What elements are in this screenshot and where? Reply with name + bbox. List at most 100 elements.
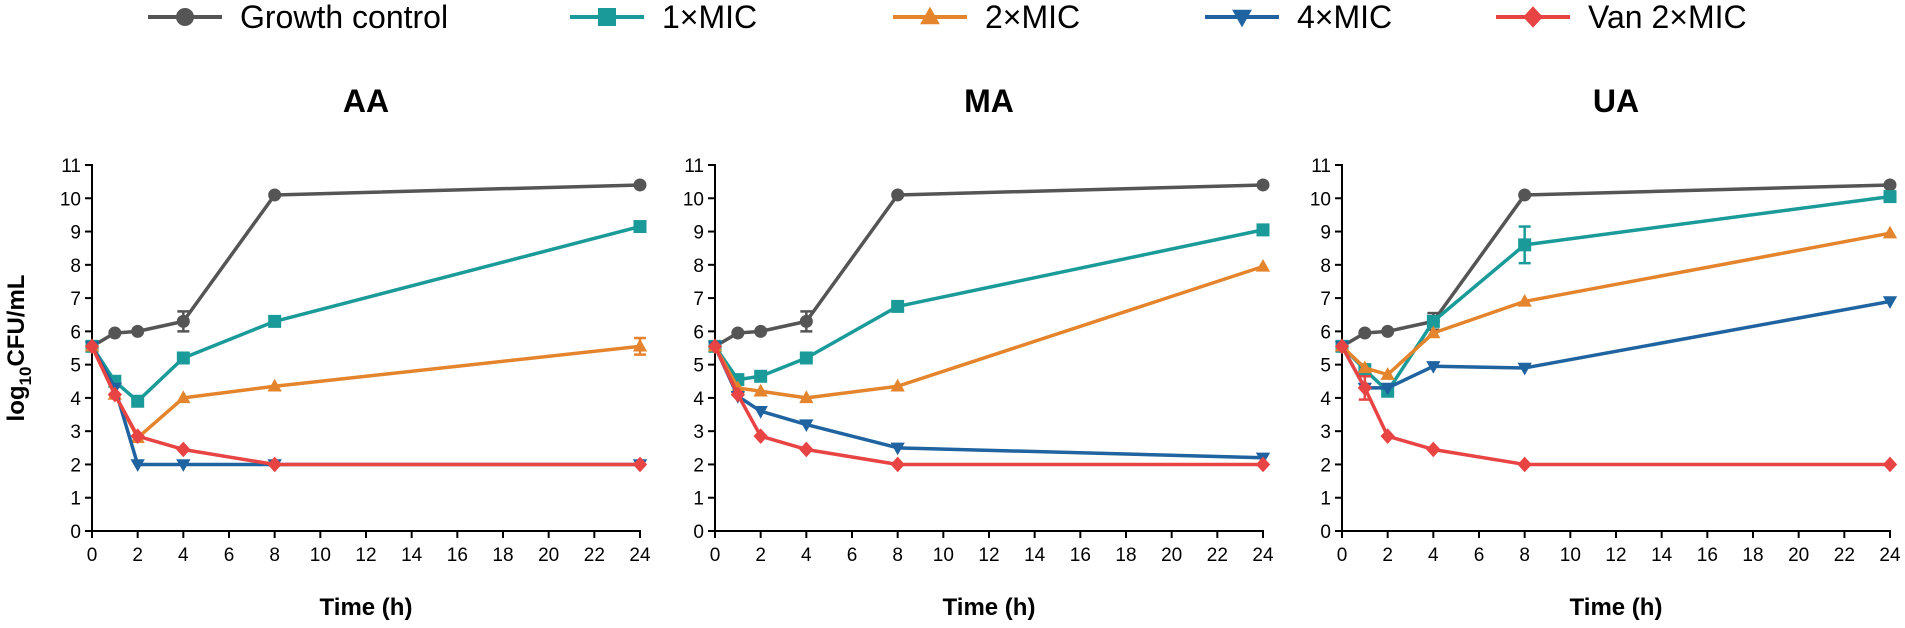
data-point-mic4 xyxy=(1380,382,1395,396)
data-point-van xyxy=(1380,428,1395,444)
x-tick-label: 8 xyxy=(269,545,280,566)
data-point-van xyxy=(176,441,191,458)
x-tick-label: 18 xyxy=(1115,545,1136,566)
y-tick-label: 6 xyxy=(693,322,704,343)
y-tick-label: 7 xyxy=(70,289,81,310)
data-point-mic4 xyxy=(753,406,768,419)
y-tick-label: 7 xyxy=(693,289,704,310)
series-mic1 xyxy=(85,220,647,408)
x-tick-label: 10 xyxy=(310,545,331,566)
x-axis-label: Time (h) xyxy=(320,594,413,621)
x-tick-label: 0 xyxy=(87,545,98,566)
legend-label-mic1: 1×MIC xyxy=(662,0,757,35)
y-tick-label: 8 xyxy=(693,256,704,277)
legend-label-mic4: 4×MIC xyxy=(1297,0,1392,35)
x-tick-label: 16 xyxy=(1070,545,1091,566)
x-tick-label: 20 xyxy=(538,545,559,566)
data-point-growth xyxy=(633,178,647,192)
data-point-van xyxy=(890,456,905,473)
data-point-van xyxy=(1357,380,1372,396)
series-mic2 xyxy=(84,336,648,444)
y-tick-label: 3 xyxy=(1320,422,1331,443)
y-tick-label: 1 xyxy=(70,489,81,510)
data-point-growth xyxy=(1518,188,1532,202)
x-tick-label: 10 xyxy=(1560,545,1581,566)
legend-marker-growth xyxy=(176,8,194,26)
data-point-growth xyxy=(1256,178,1270,192)
y-tick-label: 10 xyxy=(683,189,704,210)
y-tick-label: 5 xyxy=(70,356,81,377)
data-point-mic4 xyxy=(1426,361,1441,374)
legend-marker-van xyxy=(1523,6,1543,28)
y-tick-label: 4 xyxy=(693,389,704,410)
data-point-mic2 xyxy=(176,390,191,404)
series-line-van xyxy=(713,345,1263,467)
y-tick-label: 9 xyxy=(693,223,704,244)
x-tick-label: 12 xyxy=(978,545,999,566)
data-point-mic2 xyxy=(1357,360,1372,374)
legend: Growth control 1×MIC 2×MIC 4×MIC Van 2×MIC xyxy=(148,0,1747,35)
legend-label-growth: Growth control xyxy=(240,0,448,35)
data-point-van xyxy=(632,456,648,473)
x-tick-label: 10 xyxy=(933,545,954,566)
panel-title: AA xyxy=(343,83,389,119)
data-point-van xyxy=(84,338,100,355)
y-tick-label: 11 xyxy=(61,156,81,177)
legend-item-mic1: 1×MIC xyxy=(570,0,757,35)
x-tick-label: 16 xyxy=(447,545,468,566)
series-line-growth xyxy=(91,183,641,348)
x-tick-label: 8 xyxy=(892,545,903,566)
data-point-mic2 xyxy=(632,338,648,352)
x-axis-label: Time (h) xyxy=(1570,594,1663,621)
data-point-growth xyxy=(1358,326,1372,340)
legend-item-growth: Growth control xyxy=(148,0,448,35)
series-growth xyxy=(85,178,647,353)
y-tick-label: 11 xyxy=(1311,156,1331,177)
panel-title: UA xyxy=(1593,83,1639,119)
series-van xyxy=(707,338,1271,473)
x-tick-label: 6 xyxy=(224,545,235,566)
series-mic1 xyxy=(1335,190,1897,398)
legend-label-mic2: 2×MIC xyxy=(985,0,1080,35)
series-mic2 xyxy=(707,259,1271,404)
legend-marker-mic1 xyxy=(598,8,616,26)
data-point-mic1 xyxy=(1426,314,1440,328)
y-tick-label: 11 xyxy=(684,156,704,177)
y-tick-label: 0 xyxy=(693,522,704,543)
x-tick-label: 12 xyxy=(355,545,376,566)
data-point-van xyxy=(799,441,814,458)
series-line-van xyxy=(90,345,640,467)
data-point-van xyxy=(107,386,122,403)
y-tick-label: 9 xyxy=(70,223,81,244)
data-point-van xyxy=(707,338,723,355)
y-tick-label: 10 xyxy=(1310,189,1331,210)
y-tick-label: 0 xyxy=(1320,522,1331,543)
legend-marker-mic4 xyxy=(1232,9,1252,28)
x-tick-label: 24 xyxy=(1252,545,1274,566)
y-tick-label: 9 xyxy=(1320,223,1331,244)
series-mic1 xyxy=(708,223,1270,387)
data-point-van xyxy=(1334,338,1350,355)
data-point-mic4 xyxy=(890,442,905,456)
x-tick-label: 20 xyxy=(1161,545,1182,566)
legend-item-mic2: 2×MIC xyxy=(893,0,1080,35)
data-point-van xyxy=(1255,456,1271,473)
series-line-mic2 xyxy=(713,264,1264,400)
x-tick-label: 14 xyxy=(1024,545,1046,566)
y-tick-label: 4 xyxy=(1320,389,1331,410)
y-tick-label: 8 xyxy=(1320,256,1331,277)
x-tick-label: 16 xyxy=(1697,545,1718,566)
x-tick-label: 4 xyxy=(801,545,812,566)
x-tick-label: 12 xyxy=(1605,545,1626,566)
legend-item-van: Van 2×MIC xyxy=(1496,0,1747,35)
data-point-growth xyxy=(1381,324,1395,338)
data-point-growth xyxy=(754,324,768,338)
data-point-mic2 xyxy=(1255,259,1271,272)
data-point-mic4 xyxy=(176,459,191,472)
data-point-van xyxy=(1426,441,1441,458)
y-tick-label: 6 xyxy=(70,322,81,343)
y-tick-label: 1 xyxy=(693,489,704,510)
